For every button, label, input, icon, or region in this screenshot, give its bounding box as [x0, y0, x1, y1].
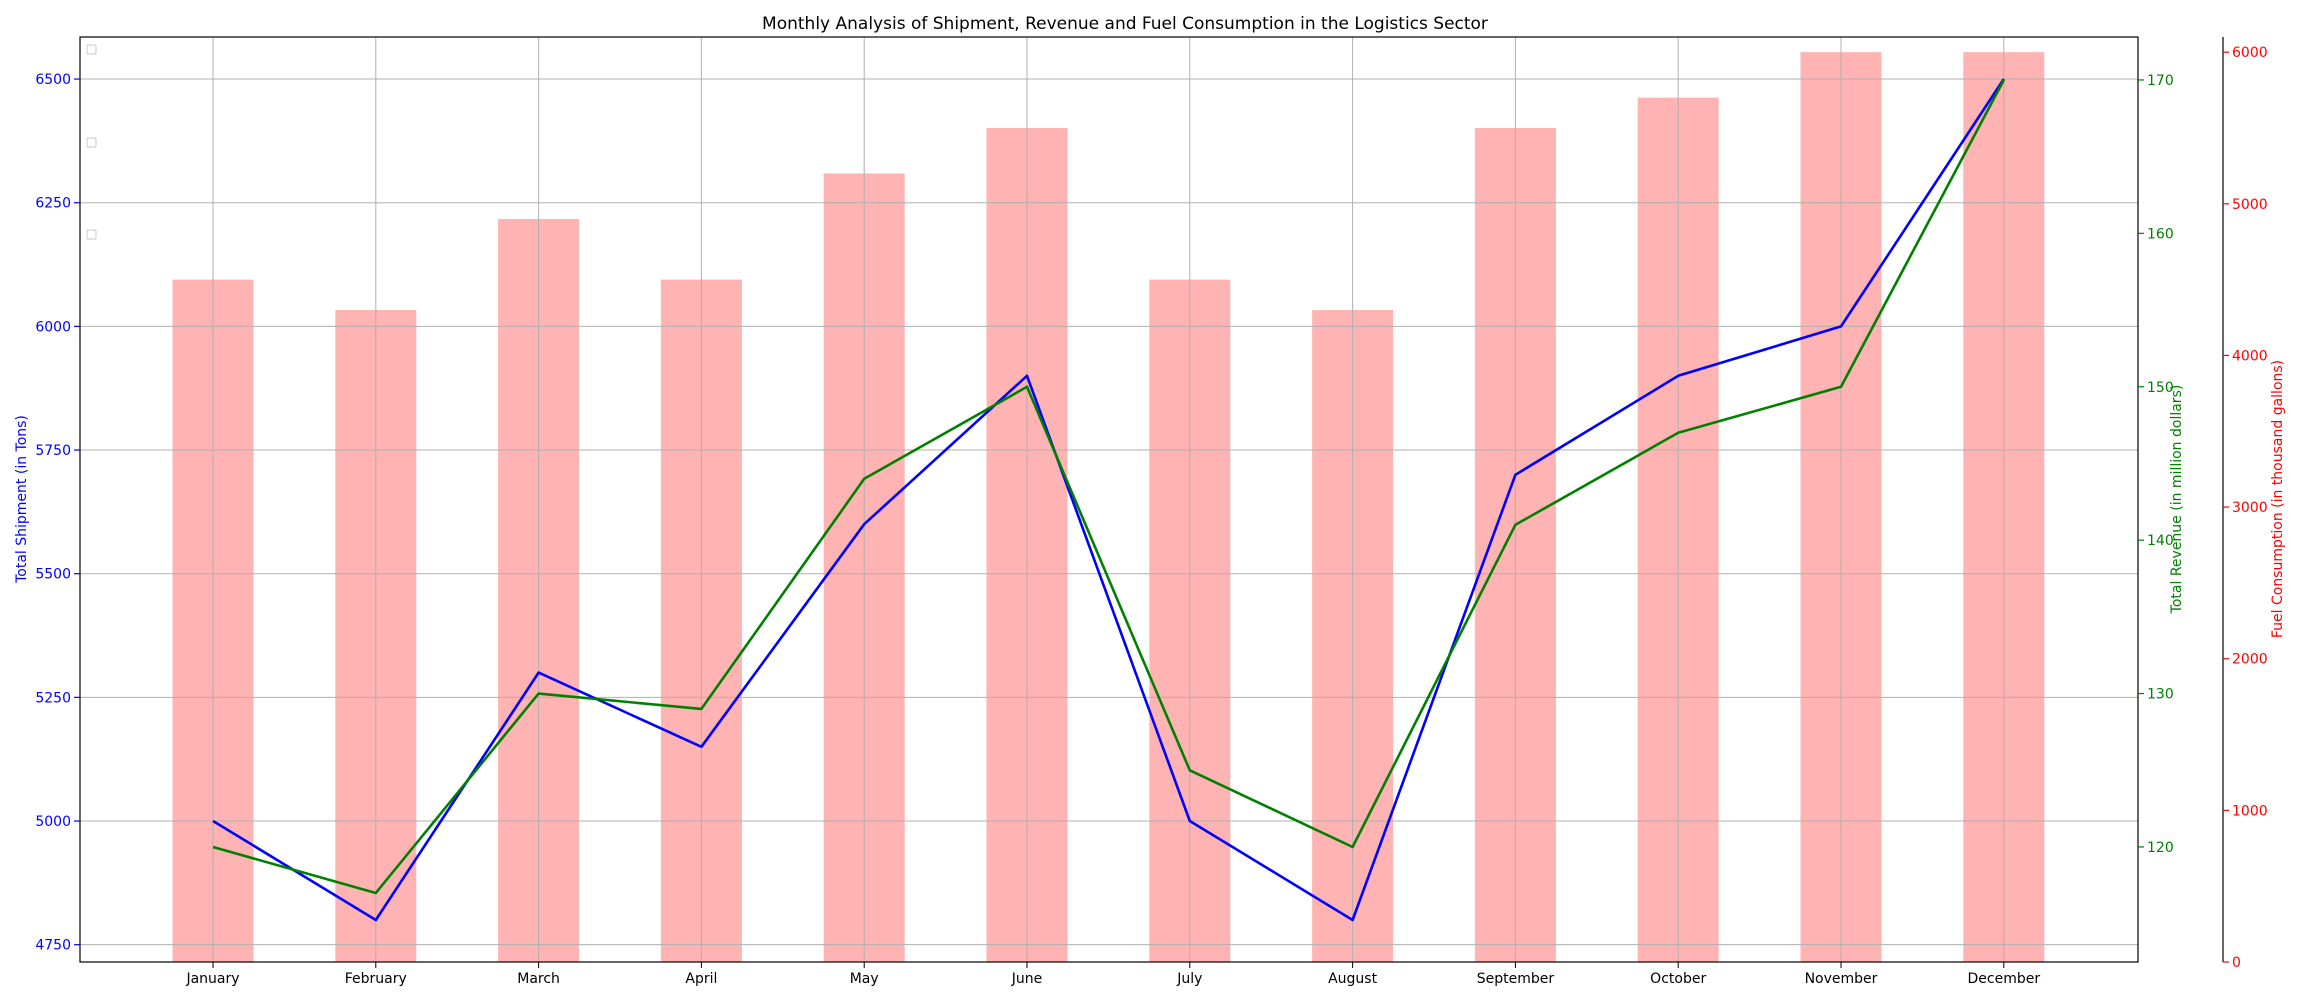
lines-layer: [212, 78, 2005, 922]
y-tick-label: 130: [2147, 687, 2174, 703]
y-tick-label: 5500: [35, 567, 71, 583]
y-tick-label: 6000: [2232, 45, 2268, 61]
y-tick-label: 120: [2147, 840, 2174, 856]
x-tick-label: April: [685, 971, 717, 987]
legend-box: [86, 44, 97, 55]
y-tick-label: 1000: [2232, 803, 2268, 819]
y-tick-label: 5750: [35, 443, 71, 459]
y-tick-label: 3000: [2232, 500, 2268, 516]
x-tick-label: August: [1328, 971, 1378, 987]
y-tick-label: 4750: [35, 938, 71, 954]
x-tick-label: October: [1650, 971, 1706, 987]
x-tick-label: March: [517, 971, 560, 987]
x-tick-label: February: [345, 971, 407, 987]
y-tick-label: 0: [2232, 955, 2241, 971]
legend-box: [86, 137, 97, 148]
y-tick-label: 160: [2147, 226, 2174, 242]
legend-box: [86, 229, 97, 240]
legend: [86, 44, 97, 240]
x-tick-label: July: [1176, 971, 1202, 987]
y-right1-label: Total Revenue (in million dollars): [2169, 385, 2185, 615]
y-tick-label: 5250: [35, 690, 71, 706]
x-tick-label: September: [1477, 971, 1555, 987]
y-tick-label: 5000: [35, 814, 71, 830]
y-axis-left: 4750 5000 5250 5500 5750 6000 6250 6500: [35, 72, 80, 954]
bars-layer: [172, 52, 2045, 963]
y-tick-label: 6500: [35, 72, 71, 88]
x-tick-label: June: [1011, 971, 1043, 987]
y-left-label: Total Shipment (in Tons): [14, 415, 30, 584]
chart-title: Monthly Analysis of Shipment, Revenue an…: [762, 14, 1488, 34]
y-tick-label: 4000: [2232, 348, 2268, 364]
y-tick-label: 170: [2147, 73, 2174, 89]
shipment-line: [212, 78, 2005, 922]
grid-layer: [80, 37, 2138, 962]
x-tick-label: December: [1967, 971, 2040, 987]
y-tick-label: 5000: [2232, 197, 2268, 213]
y-axis-right-revenue: 120 130 140 150 160 170: [2138, 73, 2174, 856]
plot-frame: [79, 36, 2139, 963]
x-tick-label: May: [850, 971, 879, 987]
y-tick-label: 6000: [35, 319, 71, 335]
y-tick-label: 2000: [2232, 652, 2268, 668]
y-tick-label: 6250: [35, 196, 71, 212]
revenue-line: [212, 79, 2005, 895]
x-tick-label: January: [185, 971, 239, 987]
y-tick-label: 140: [2147, 533, 2174, 549]
y-right2-label: Fuel Consumption (in thousand gallons): [2270, 360, 2286, 638]
x-tick-label: November: [1805, 971, 1878, 987]
y-tick-label: 150: [2147, 380, 2174, 396]
x-axis: January February March April May June July Augu…: [185, 962, 2040, 987]
y-axis-right-fuel: 0 1000 2000 3000 4000 5000 6000: [2222, 37, 2268, 971]
